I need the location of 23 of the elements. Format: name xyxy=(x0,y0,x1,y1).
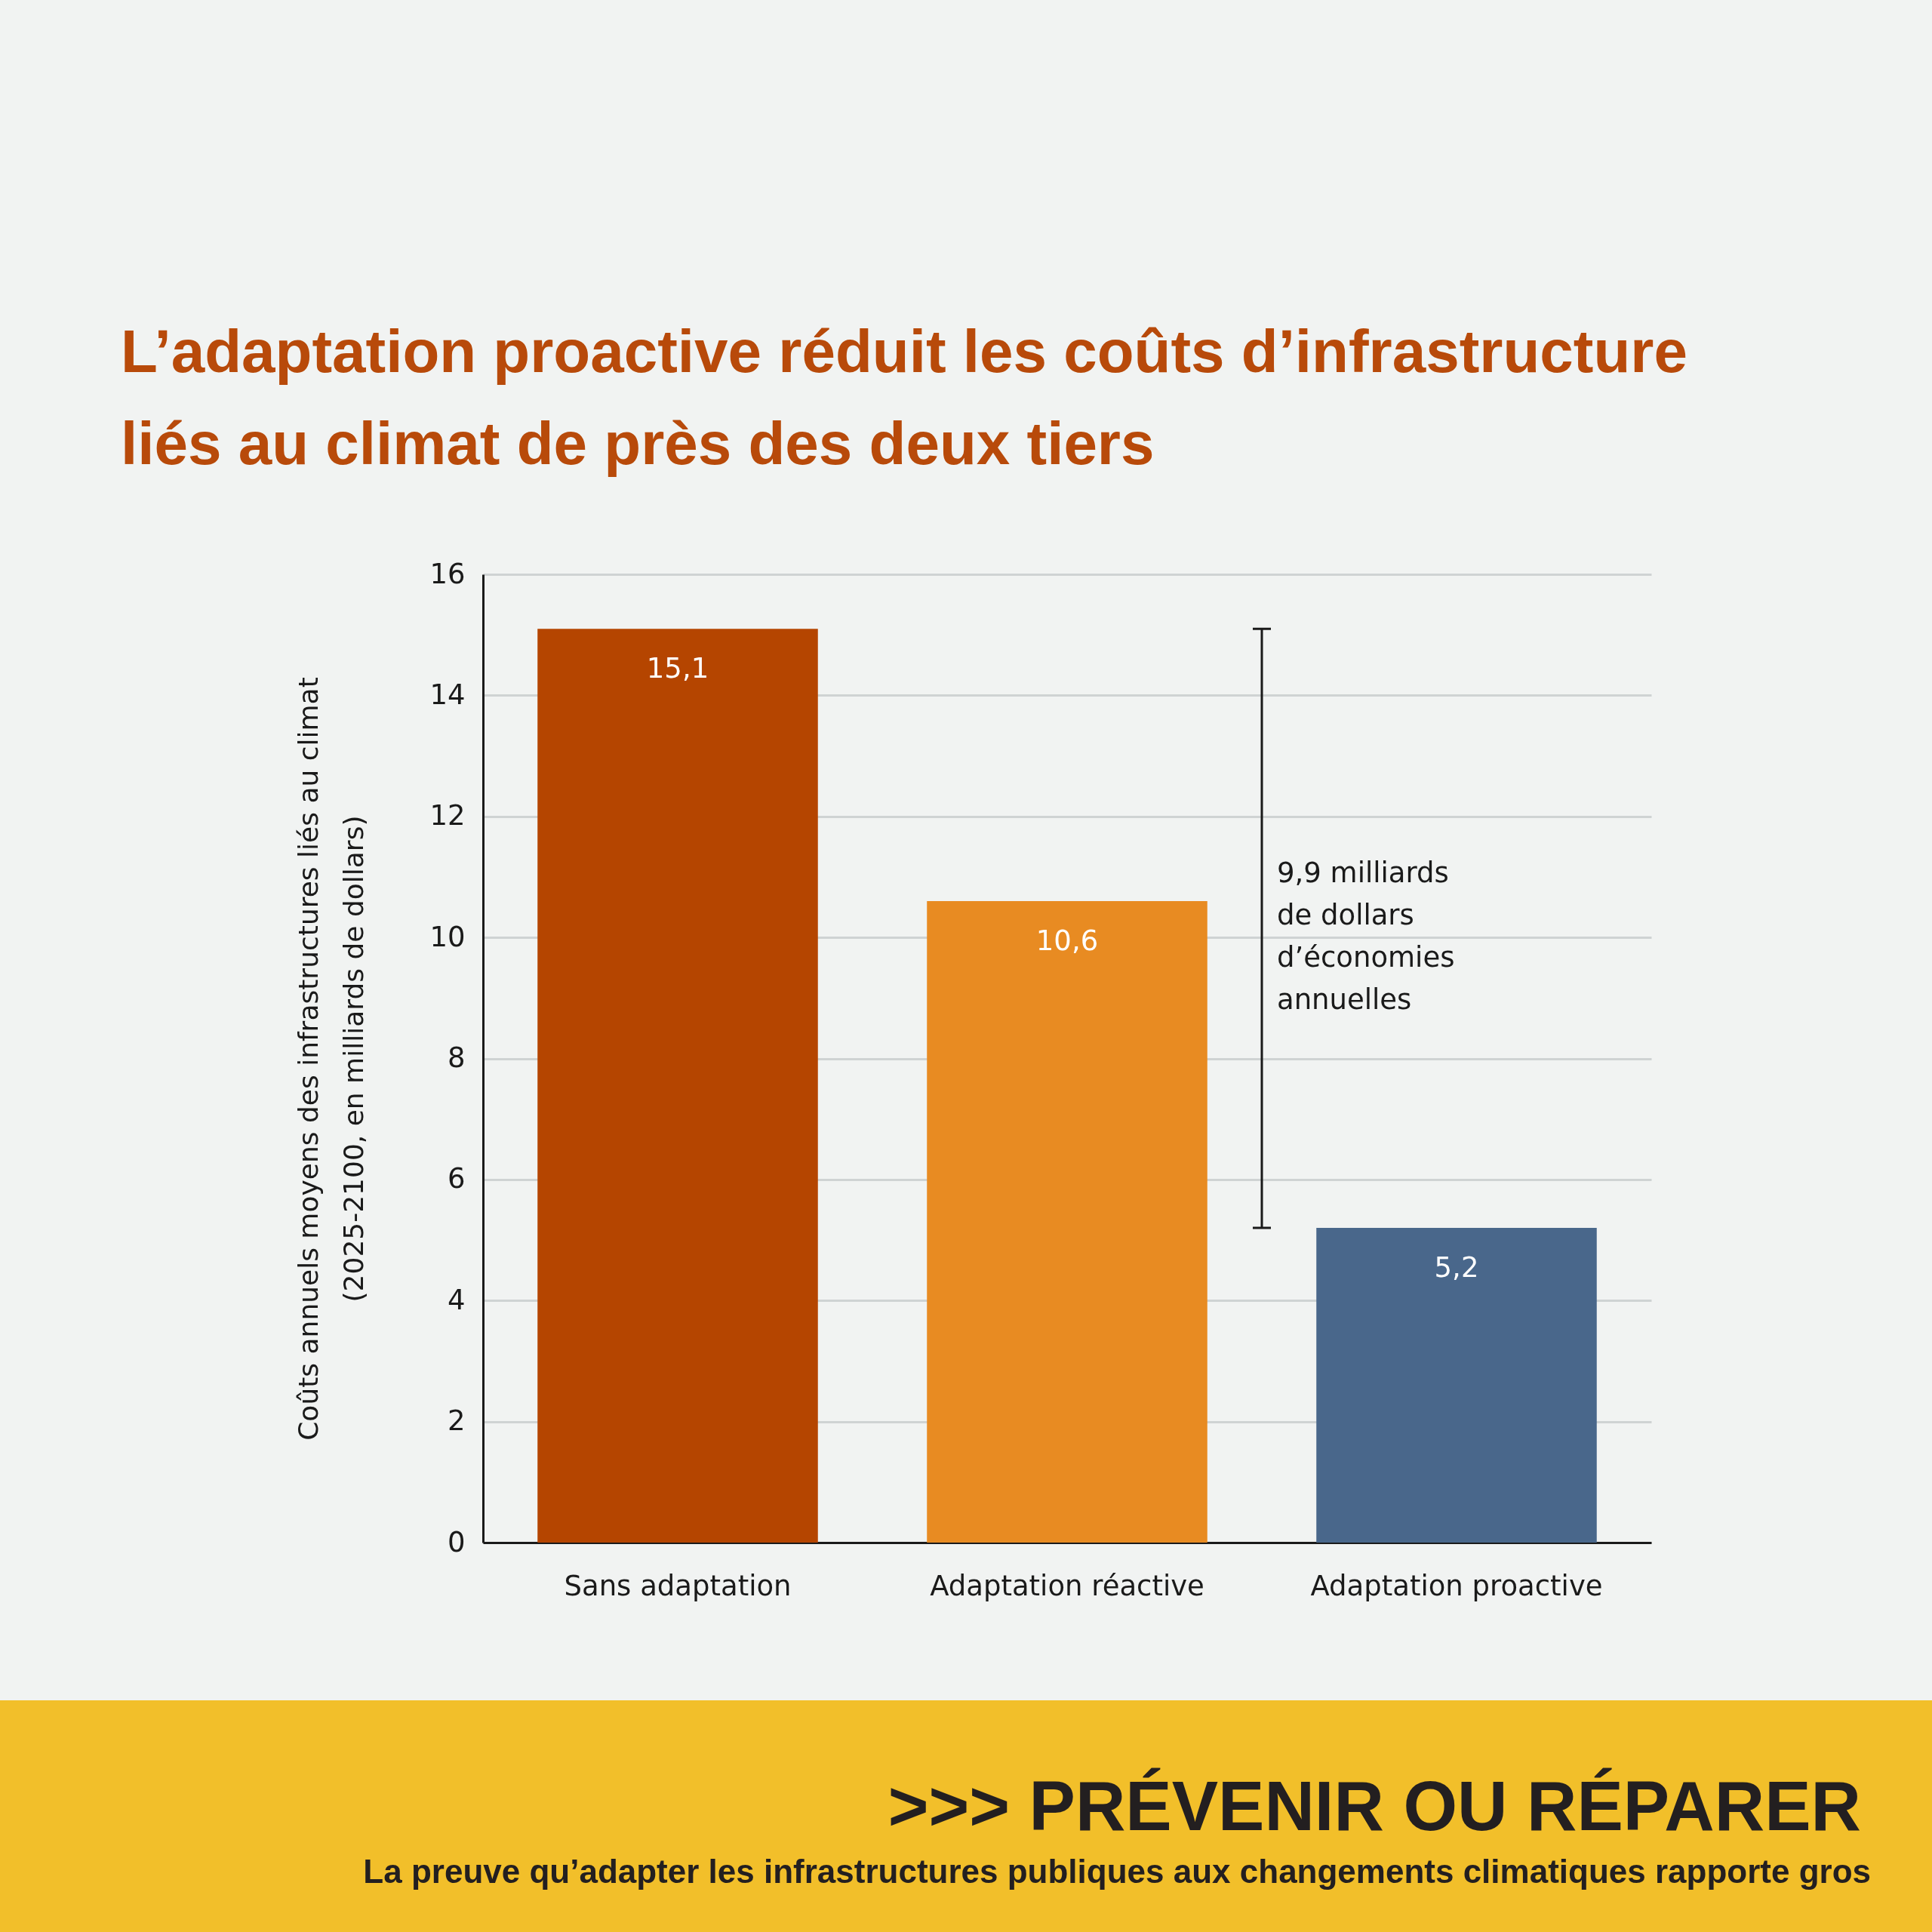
bar xyxy=(537,629,818,1543)
text: La preuve qu’adapter les infrastructures publiques aux changements climatiques rapporte gros xyxy=(363,1853,1871,1890)
y-tick-label: 2 xyxy=(447,1404,466,1438)
y-tick-label: 6 xyxy=(447,1162,466,1195)
x-tick-label: Adaptation réactive xyxy=(930,1569,1204,1602)
bar xyxy=(927,901,1208,1543)
x-tick-label: Sans adaptation xyxy=(564,1569,792,1602)
chart-title: L’adaptation proactive réduit les coûts d’infrastructure liés au climat de près des deux tiers xyxy=(121,318,1687,477)
data-label: 5,2 xyxy=(1434,1251,1479,1284)
y-tick-label: 0 xyxy=(447,1525,466,1558)
y-tick-label: 16 xyxy=(429,557,466,590)
y-tick-label: 14 xyxy=(429,678,466,711)
y-tick-label: 4 xyxy=(447,1283,466,1316)
y-tick-label: 12 xyxy=(429,799,466,832)
bar xyxy=(1316,1228,1597,1543)
x-tick-label: Adaptation proactive xyxy=(1310,1569,1603,1602)
data-label: 15,1 xyxy=(646,652,709,685)
text: >>> PRÉVENIR OU RÉPARER xyxy=(888,1767,1861,1844)
y-tick-label: 8 xyxy=(447,1041,466,1074)
data-label: 10,6 xyxy=(1035,924,1099,958)
y-tick-label: 10 xyxy=(429,920,466,953)
annotation: 9,9 milliards de dollars d’économies annuelles xyxy=(1277,857,1455,1017)
y-axis-title: Coûts annuels moyens des infrastructures liés au climat (2025-2100, en milliards de dollars) xyxy=(293,677,370,1441)
